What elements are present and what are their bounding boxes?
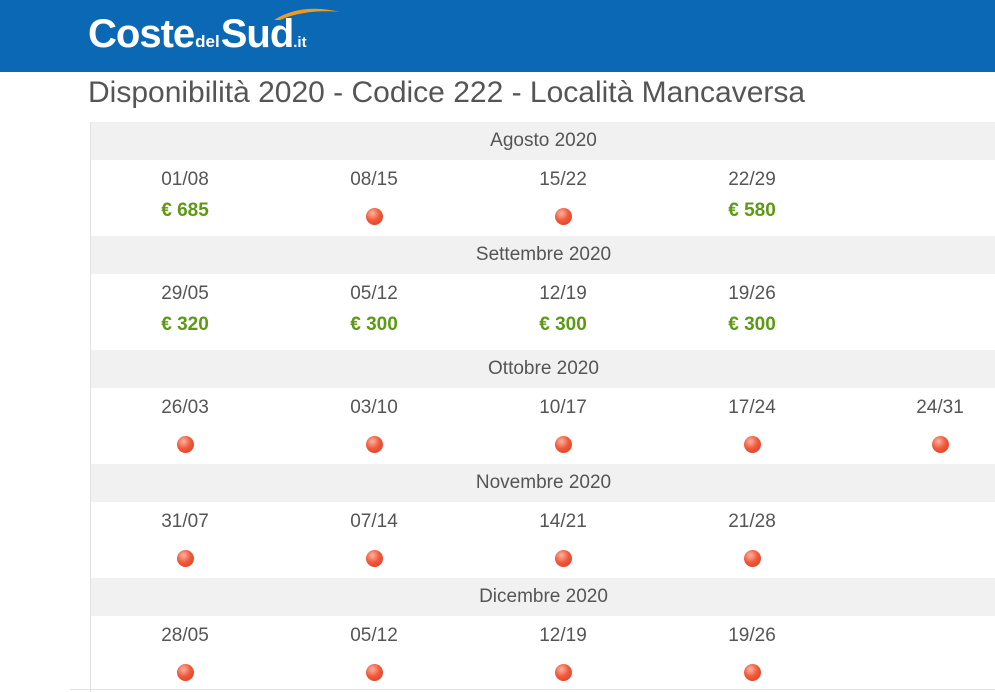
week-date-range: 08/15 bbox=[350, 169, 398, 190]
month-weeks-row: 26/03 03/10 10/17 17/24 24/31 bbox=[91, 388, 995, 464]
unavailable-dot-icon bbox=[176, 550, 194, 567]
week-price[interactable]: € 685 bbox=[161, 200, 209, 221]
week-cell: 15/22 bbox=[503, 160, 623, 236]
week-date-range: 28/05 bbox=[161, 625, 209, 646]
week-date-range: 03/10 bbox=[350, 397, 398, 418]
week-cell: 31/07 bbox=[125, 502, 245, 578]
week-date-range: 12/19 bbox=[539, 625, 587, 646]
month-weeks-row: 28/05 05/12 12/19 19/26 bbox=[91, 616, 995, 692]
week-cell[interactable]: 19/26 € 300 bbox=[692, 274, 812, 350]
week-date-range: 19/26 bbox=[728, 283, 776, 304]
week-cell: 19/26 bbox=[692, 616, 812, 692]
week-date-range: 05/12 bbox=[350, 283, 398, 304]
unavailable-dot-icon bbox=[743, 664, 761, 681]
week-price[interactable]: € 320 bbox=[161, 314, 209, 335]
week-cell: 05/12 bbox=[314, 616, 434, 692]
week-date-range: 29/05 bbox=[161, 283, 209, 304]
unavailable-dot-icon bbox=[176, 664, 194, 681]
month-weeks-row: 31/07 07/14 14/21 21/28 bbox=[91, 502, 995, 578]
month-header: Agosto 2020 bbox=[91, 122, 995, 160]
week-date-range: 10/17 bbox=[539, 397, 587, 418]
week-cell[interactable]: 29/05 € 320 bbox=[125, 274, 245, 350]
week-date-range: 31/07 bbox=[161, 511, 209, 532]
unavailable-dot-icon bbox=[554, 550, 572, 567]
week-cell: 12/19 bbox=[503, 616, 623, 692]
week-cell: 21/28 bbox=[692, 502, 812, 578]
unavailable-dot-icon bbox=[554, 208, 572, 225]
week-date-range: 01/08 bbox=[161, 169, 209, 190]
logo-text-del: del bbox=[195, 32, 220, 51]
week-date-range: 26/03 bbox=[161, 397, 209, 418]
month-header: Novembre 2020 bbox=[91, 464, 995, 502]
unavailable-dot-icon bbox=[176, 436, 194, 453]
unavailable-dot-icon bbox=[365, 550, 383, 567]
week-price[interactable]: € 300 bbox=[539, 314, 587, 335]
week-cell: 08/15 bbox=[314, 160, 434, 236]
week-date-range: 07/14 bbox=[350, 511, 398, 532]
logo-text-coste: Coste bbox=[88, 12, 195, 56]
logo-wave-icon bbox=[274, 8, 340, 20]
week-cell: 03/10 bbox=[314, 388, 434, 464]
week-cell: 24/31 bbox=[880, 388, 995, 464]
week-cell: 28/05 bbox=[125, 616, 245, 692]
week-date-range: 24/31 bbox=[916, 397, 964, 418]
week-cell[interactable]: 01/08 € 685 bbox=[125, 160, 245, 236]
week-date-range: 05/12 bbox=[350, 625, 398, 646]
week-cell: 14/21 bbox=[503, 502, 623, 578]
week-date-range: 15/22 bbox=[539, 169, 587, 190]
week-cell[interactable]: 22/29 € 580 bbox=[692, 160, 812, 236]
week-date-range: 21/28 bbox=[728, 511, 776, 532]
week-price[interactable]: € 300 bbox=[728, 314, 776, 335]
unavailable-dot-icon bbox=[365, 208, 383, 225]
week-date-range: 12/19 bbox=[539, 283, 587, 304]
unavailable-dot-icon bbox=[365, 436, 383, 453]
unavailable-dot-icon bbox=[554, 436, 572, 453]
month-weeks-row: 01/08 € 685 08/15 15/22 22/29 € 580 bbox=[91, 160, 995, 236]
month-header: Settembre 2020 bbox=[91, 236, 995, 274]
unavailable-dot-icon bbox=[931, 436, 949, 453]
week-date-range: 17/24 bbox=[728, 397, 776, 418]
bottom-divider bbox=[70, 689, 995, 690]
month-weeks-row: 29/05 € 320 05/12 € 300 12/19 € 300 19/26 € 300 bbox=[91, 274, 995, 350]
logo-text-sud: Sud bbox=[220, 12, 295, 56]
week-price[interactable]: € 300 bbox=[350, 314, 398, 335]
logo-text-tld: .it bbox=[293, 34, 307, 51]
availability-calendar: Agosto 2020 01/08 € 685 08/15 15/22 22/29 € 58… bbox=[90, 122, 995, 692]
unavailable-dot-icon bbox=[365, 664, 383, 681]
unavailable-dot-icon bbox=[554, 664, 572, 681]
unavailable-dot-icon bbox=[743, 436, 761, 453]
week-date-range: 22/29 bbox=[728, 169, 776, 190]
week-cell: 10/17 bbox=[503, 388, 623, 464]
week-cell: 07/14 bbox=[314, 502, 434, 578]
month-header: Ottobre 2020 bbox=[91, 350, 995, 388]
month-header: Dicembre 2020 bbox=[91, 578, 995, 616]
page-title: Disponibilità 2020 - Codice 222 - Locali… bbox=[88, 76, 806, 109]
week-date-range: 14/21 bbox=[539, 511, 587, 532]
site-header: CostedelSud.it bbox=[0, 0, 995, 72]
week-date-range: 19/26 bbox=[728, 625, 776, 646]
week-price[interactable]: € 580 bbox=[728, 200, 776, 221]
site-logo[interactable]: CostedelSud.it bbox=[88, 6, 340, 66]
week-cell[interactable]: 05/12 € 300 bbox=[314, 274, 434, 350]
week-cell: 17/24 bbox=[692, 388, 812, 464]
week-cell: 26/03 bbox=[125, 388, 245, 464]
unavailable-dot-icon bbox=[743, 550, 761, 567]
week-cell[interactable]: 12/19 € 300 bbox=[503, 274, 623, 350]
